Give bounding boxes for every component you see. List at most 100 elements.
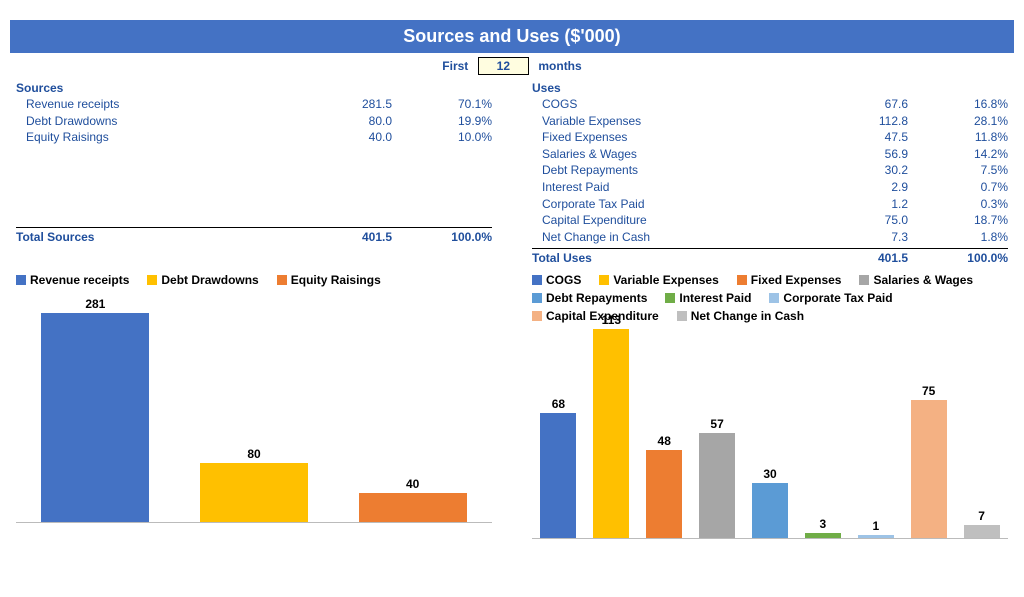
legend-item: COGS bbox=[532, 273, 581, 287]
uses-total-pct: 100.0% bbox=[908, 251, 1008, 265]
table-row: Net Change in Cash7.31.8% bbox=[532, 230, 1008, 247]
legend-label: Variable Expenses bbox=[613, 273, 718, 287]
row-pct: 14.2% bbox=[908, 147, 1008, 163]
sources-total-pct: 100.0% bbox=[392, 230, 492, 244]
bar: 113 bbox=[593, 329, 629, 538]
legend-item: Debt Repayments bbox=[532, 291, 647, 305]
legend-swatch bbox=[16, 275, 26, 285]
row-label: Net Change in Cash bbox=[532, 230, 828, 246]
row-pct: 18.7% bbox=[908, 213, 1008, 229]
bar-wrap: 30 bbox=[744, 329, 797, 538]
sources-plot: 281 80 40 bbox=[16, 313, 492, 523]
row-value: 1.2 bbox=[828, 197, 908, 213]
row-value: 47.5 bbox=[828, 130, 908, 146]
bar-wrap: 113 bbox=[585, 329, 638, 538]
row-pct: 7.5% bbox=[908, 163, 1008, 179]
sources-heading: Sources bbox=[16, 81, 492, 95]
bar-label: 80 bbox=[247, 447, 260, 461]
legend-item: Debt Drawdowns bbox=[147, 273, 258, 287]
period-prefix: First bbox=[442, 59, 468, 73]
row-pct: 70.1% bbox=[392, 97, 492, 113]
legend-label: Net Change in Cash bbox=[691, 309, 804, 323]
table-row: Interest Paid2.90.7% bbox=[532, 180, 1008, 197]
row-label: Salaries & Wages bbox=[532, 147, 828, 163]
legend-swatch bbox=[769, 293, 779, 303]
bar: 3 bbox=[805, 533, 841, 539]
row-value: 112.8 bbox=[828, 114, 908, 130]
bar: 30 bbox=[752, 483, 788, 538]
tables-region: Sources Revenue receipts281.570.1%Debt D… bbox=[0, 81, 1024, 265]
row-pct: 10.0% bbox=[392, 130, 492, 146]
row-label: Fixed Expenses bbox=[532, 130, 828, 146]
page-title: Sources and Uses ($'000) bbox=[10, 20, 1014, 53]
legend-swatch bbox=[859, 275, 869, 285]
sources-total-value: 401.5 bbox=[312, 230, 392, 244]
legend-item: Fixed Expenses bbox=[737, 273, 842, 287]
legend-label: Revenue receipts bbox=[30, 273, 129, 287]
row-label: Interest Paid bbox=[532, 180, 828, 196]
row-pct: 0.7% bbox=[908, 180, 1008, 196]
sources-total-label: Total Sources bbox=[16, 230, 312, 244]
bar-label: 7 bbox=[978, 509, 985, 523]
legend-label: Fixed Expenses bbox=[751, 273, 842, 287]
table-row: Variable Expenses112.828.1% bbox=[532, 114, 1008, 131]
bar: 75 bbox=[911, 400, 947, 539]
legend-swatch bbox=[737, 275, 747, 285]
bar-wrap: 40 bbox=[333, 313, 492, 522]
bar-label: 75 bbox=[922, 384, 935, 398]
row-pct: 0.3% bbox=[908, 197, 1008, 213]
legend-item: Corporate Tax Paid bbox=[769, 291, 892, 305]
charts-region: Revenue receipts Debt Drawdowns Equity Rai… bbox=[0, 265, 1024, 539]
sources-total-row: Total Sources 401.5 100.0% bbox=[16, 227, 492, 244]
legend-label: Interest Paid bbox=[679, 291, 751, 305]
legend-label: Corporate Tax Paid bbox=[783, 291, 892, 305]
bar-label: 113 bbox=[602, 313, 621, 327]
bar-wrap: 3 bbox=[796, 329, 849, 538]
table-row: Fixed Expenses47.511.8% bbox=[532, 130, 1008, 147]
legend-label: Debt Drawdowns bbox=[161, 273, 258, 287]
bar-label: 281 bbox=[85, 297, 105, 311]
bar-wrap: 80 bbox=[175, 313, 334, 522]
sources-chart: Revenue receipts Debt Drawdowns Equity Rai… bbox=[16, 273, 492, 539]
bar: 7 bbox=[964, 525, 1000, 538]
table-row: Corporate Tax Paid1.20.3% bbox=[532, 197, 1008, 214]
legend-label: Salaries & Wages bbox=[873, 273, 973, 287]
bar-wrap: 75 bbox=[902, 329, 955, 538]
bar-wrap: 1 bbox=[849, 329, 902, 538]
legend-item: Salaries & Wages bbox=[859, 273, 973, 287]
table-row: Capital Expenditure75.018.7% bbox=[532, 213, 1008, 230]
table-row: Salaries & Wages56.914.2% bbox=[532, 147, 1008, 164]
table-row: Debt Repayments30.27.5% bbox=[532, 163, 1008, 180]
row-value: 281.5 bbox=[312, 97, 392, 113]
bar-label: 57 bbox=[710, 417, 723, 431]
row-label: Corporate Tax Paid bbox=[532, 197, 828, 213]
row-value: 56.9 bbox=[828, 147, 908, 163]
row-value: 75.0 bbox=[828, 213, 908, 229]
legend-item: Capital Expenditure bbox=[532, 309, 659, 323]
bar-wrap: 57 bbox=[691, 329, 744, 538]
legend-swatch bbox=[532, 311, 542, 321]
table-row: Debt Drawdowns80.019.9% bbox=[16, 114, 492, 131]
uses-chart: COGS Variable Expenses Fixed Expenses Salar… bbox=[532, 273, 1008, 539]
legend-label: Equity Raisings bbox=[291, 273, 381, 287]
row-value: 67.6 bbox=[828, 97, 908, 113]
bar-label: 68 bbox=[552, 397, 565, 411]
bar: 68 bbox=[540, 413, 576, 539]
row-label: COGS bbox=[532, 97, 828, 113]
uses-heading: Uses bbox=[532, 81, 1008, 95]
period-input[interactable]: 12 bbox=[478, 57, 529, 75]
bar: 281 bbox=[41, 313, 149, 522]
uses-total-label: Total Uses bbox=[532, 251, 828, 265]
legend-item: Equity Raisings bbox=[277, 273, 381, 287]
bar: 40 bbox=[359, 493, 467, 523]
bar-label: 40 bbox=[406, 477, 419, 491]
row-pct: 28.1% bbox=[908, 114, 1008, 130]
bar-label: 48 bbox=[658, 434, 671, 448]
bar-wrap: 68 bbox=[532, 329, 585, 538]
row-label: Capital Expenditure bbox=[532, 213, 828, 229]
uses-column: Uses COGS67.616.8%Variable Expenses112.8… bbox=[532, 81, 1008, 265]
bar-label: 3 bbox=[820, 517, 827, 531]
row-label: Debt Drawdowns bbox=[16, 114, 312, 130]
period-row: First 12 months bbox=[0, 57, 1024, 75]
row-value: 2.9 bbox=[828, 180, 908, 196]
